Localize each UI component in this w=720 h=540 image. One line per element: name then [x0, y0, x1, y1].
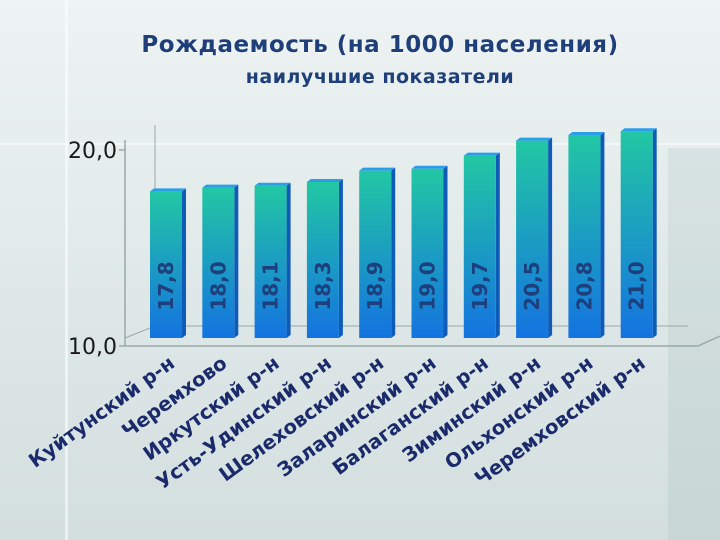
bar-front-face — [254, 185, 287, 338]
bar-side-face — [495, 152, 500, 338]
bar-value-label: 20,8 — [572, 261, 596, 310]
bar: 21,0 — [620, 128, 657, 338]
y-tick-label: 20,0 — [68, 139, 117, 164]
bar-front-face — [359, 170, 392, 338]
bar-value-label: 20,5 — [520, 261, 544, 310]
decorative-horizontal-line — [0, 143, 720, 145]
bar-side-face — [600, 131, 605, 338]
bar-front-face — [568, 134, 601, 338]
bar-side-face — [548, 137, 553, 338]
bar-top-face — [150, 188, 186, 192]
bar-side-face — [443, 165, 448, 338]
bar-value-label: 18,1 — [259, 261, 283, 310]
bar: 19,7 — [463, 152, 500, 338]
bar-top-face — [359, 167, 396, 171]
bar-value-label: 18,3 — [311, 261, 335, 310]
bar-side-face — [391, 167, 396, 338]
bar: 18,0 — [202, 184, 239, 338]
bar-front-face — [150, 191, 182, 338]
bar-top-face — [306, 178, 343, 182]
bar-side-face — [652, 128, 657, 338]
bar-value-label: 18,0 — [206, 261, 230, 310]
bar-front-face — [516, 140, 549, 338]
y-tick-label: 10,0 — [68, 335, 117, 360]
bar-front-face — [620, 131, 653, 338]
bar: 17,8 — [150, 188, 186, 338]
bar: 20,5 — [516, 137, 553, 338]
bar-front-face — [306, 181, 339, 338]
bar-value-label: 18,9 — [363, 261, 387, 310]
bar-top-face — [463, 152, 500, 156]
bar-side-face — [286, 182, 291, 338]
bar-value-label: 17,8 — [154, 261, 178, 310]
bar-front-face — [202, 187, 235, 338]
bar-front-face — [463, 155, 496, 338]
bar-top-face — [620, 128, 657, 132]
decorative-vertical-line — [65, 0, 68, 540]
bar-top-face — [411, 165, 448, 169]
bar-value-label: 19,0 — [416, 261, 440, 310]
bar-side-face — [338, 178, 343, 338]
bar-value-label: 19,7 — [468, 261, 492, 310]
bar: 18,9 — [359, 167, 396, 338]
bar: 19,0 — [411, 165, 448, 338]
bar-top-face — [254, 182, 291, 186]
bar: 20,8 — [568, 131, 605, 338]
bar-front-face — [411, 168, 444, 338]
bar: 18,3 — [306, 178, 343, 338]
bar-value-label: 21,0 — [625, 261, 649, 310]
bar-top-face — [516, 137, 553, 141]
decorative-side-panel — [668, 148, 720, 540]
bar-side-face — [234, 184, 239, 338]
bar: 18,1 — [254, 182, 291, 338]
bar-top-face — [202, 184, 239, 188]
x-axis-depth-line — [697, 335, 720, 347]
bar-top-face — [568, 131, 605, 135]
bar-side-face — [182, 188, 186, 338]
chart-title: Рождаемость (на 1000 населения) — [141, 32, 619, 58]
chart-subtitle: наилучшие показатели — [245, 66, 515, 88]
